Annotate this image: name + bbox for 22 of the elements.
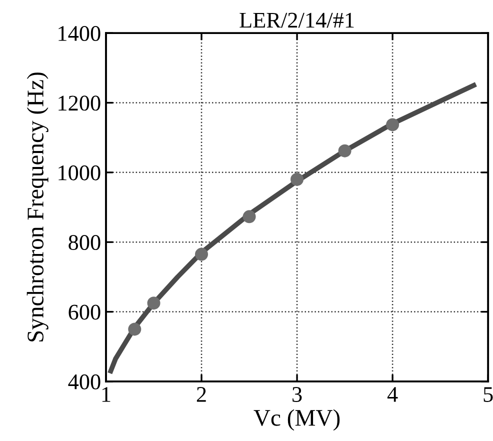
point [290, 172, 304, 186]
point [128, 322, 142, 336]
y-tick-label: 1400 [58, 26, 100, 42]
y-tick-label: 1200 [58, 96, 100, 111]
y-tick-label: 1000 [58, 165, 100, 180]
line-series [108, 82, 476, 374]
x-axis-title: Vc (MV) [254, 409, 340, 431]
x-tick-label: 1 [102, 387, 110, 402]
point [338, 144, 352, 158]
y-tick-label: 400 [68, 374, 100, 390]
y-axis-title: Synchrotron Frequency (Hz) [26, 72, 48, 342]
chart-title: LER/2/14/#1 [240, 12, 354, 28]
x-tick-label: 3 [292, 387, 302, 402]
y-tick-label: 800 [68, 235, 100, 250]
y-tick-label: 600 [68, 304, 100, 320]
point [147, 296, 160, 310]
x-tick-label: 5 [484, 387, 493, 402]
x-tick-label: 4 [387, 387, 398, 402]
point [195, 248, 208, 261]
point [242, 210, 256, 224]
point [386, 118, 400, 132]
x-tick-label: 2 [196, 387, 206, 402]
